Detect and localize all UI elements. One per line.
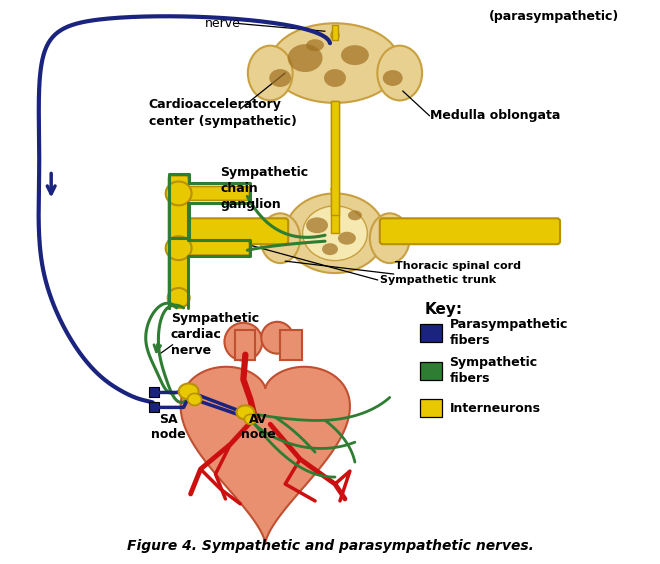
Ellipse shape [269, 69, 291, 87]
Bar [420, 399, 442, 417]
Ellipse shape [168, 288, 189, 308]
Ellipse shape [306, 39, 324, 51]
Ellipse shape [166, 236, 191, 260]
FancyBboxPatch shape [379, 218, 560, 244]
Ellipse shape [331, 30, 339, 40]
Text: Thoracic spinal cord: Thoracic spinal cord [395, 261, 521, 271]
Text: Key:: Key: [424, 302, 463, 318]
Text: Figure 4. Sympathetic and parasympathetic nerves.: Figure 4. Sympathetic and parasympatheti… [127, 539, 533, 553]
Ellipse shape [270, 23, 400, 103]
FancyBboxPatch shape [187, 218, 288, 244]
Text: Sympathetic
fibers: Sympathetic fibers [449, 356, 538, 385]
FancyBboxPatch shape [183, 187, 249, 200]
Text: Interneurons: Interneurons [449, 402, 541, 415]
Text: Sympathetic
chain
ganglion: Sympathetic chain ganglion [220, 166, 309, 211]
FancyBboxPatch shape [183, 241, 249, 255]
Text: Parasympathetic
fibers: Parasympathetic fibers [449, 318, 568, 347]
Bar [148, 387, 158, 398]
Ellipse shape [338, 232, 356, 245]
Ellipse shape [179, 384, 199, 399]
Bar [420, 362, 442, 380]
Ellipse shape [285, 193, 385, 273]
Bar [331, 101, 339, 215]
FancyBboxPatch shape [169, 175, 189, 301]
Ellipse shape [348, 210, 362, 221]
Ellipse shape [260, 213, 300, 263]
Ellipse shape [288, 44, 323, 72]
Text: Medulla oblongata: Medulla oblongata [430, 109, 560, 122]
Ellipse shape [303, 206, 368, 261]
Ellipse shape [383, 70, 403, 86]
Text: Sympathetic trunk: Sympathetic trunk [379, 275, 496, 285]
Ellipse shape [370, 213, 410, 263]
Ellipse shape [322, 243, 338, 255]
Text: nerve: nerve [205, 17, 240, 30]
Bar [280, 330, 302, 360]
Bar [148, 402, 158, 412]
Ellipse shape [236, 406, 254, 419]
Bar [332, 25, 338, 40]
Bar [236, 330, 255, 360]
Ellipse shape [248, 46, 292, 100]
Text: Cardioacceleratory
center (sympathetic): Cardioacceleratory center (sympathetic) [148, 98, 296, 128]
Ellipse shape [324, 69, 346, 87]
Ellipse shape [306, 217, 328, 233]
Text: Sympathetic
cardiac
nerve: Sympathetic cardiac nerve [171, 312, 259, 357]
Ellipse shape [244, 415, 256, 424]
Polygon shape [181, 367, 350, 544]
Ellipse shape [187, 394, 201, 406]
Ellipse shape [224, 323, 262, 360]
Text: AV
node: AV node [241, 413, 276, 441]
Ellipse shape [166, 182, 191, 205]
Text: (parasympathetic): (parasympathetic) [489, 10, 619, 23]
Bar [420, 324, 442, 342]
Ellipse shape [341, 45, 369, 65]
Ellipse shape [261, 322, 293, 354]
Ellipse shape [378, 46, 422, 100]
Bar [331, 101, 339, 233]
Text: SA
node: SA node [151, 413, 186, 441]
